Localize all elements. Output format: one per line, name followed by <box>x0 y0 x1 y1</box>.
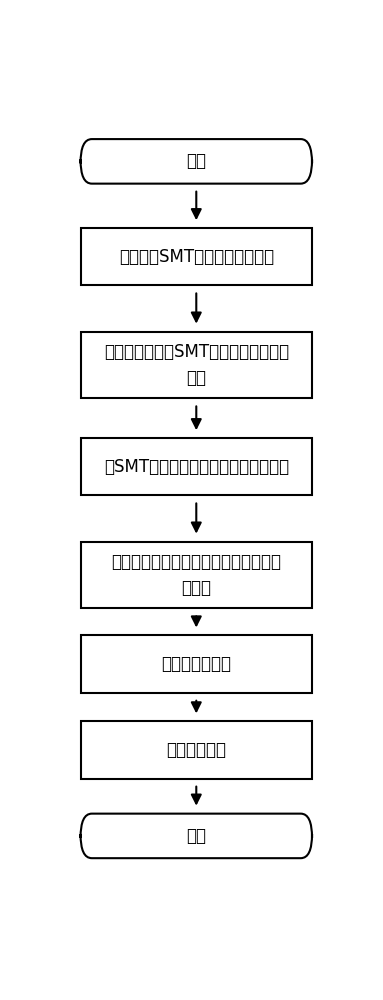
Text: 结束: 结束 <box>186 827 206 845</box>
Bar <box>80 542 312 608</box>
Text: 计算文件可疑度: 计算文件可疑度 <box>161 655 231 673</box>
FancyBboxPatch shape <box>80 814 312 858</box>
FancyBboxPatch shape <box>80 139 312 184</box>
Text: 搜索变异规则列表生成不触发故障的测
试程序: 搜索变异规则列表生成不触发故障的测 试程序 <box>111 554 281 596</box>
Bar <box>80 332 312 398</box>
Text: 获取触发故障时SMT求解器的代码覆盖
信息: 获取触发故障时SMT求解器的代码覆盖 信息 <box>104 344 289 386</box>
Text: 报告可疑文件: 报告可疑文件 <box>166 741 226 759</box>
Text: 为SMT求解器的测试程序设计变异规则: 为SMT求解器的测试程序设计变异规则 <box>104 458 289 476</box>
Text: 获取触发SMT求解器故障的程序: 获取触发SMT求解器故障的程序 <box>119 248 274 266</box>
Bar <box>80 635 312 693</box>
Bar <box>80 228 312 285</box>
Bar <box>80 438 312 495</box>
Text: 开始: 开始 <box>186 152 206 170</box>
Bar <box>80 721 312 779</box>
